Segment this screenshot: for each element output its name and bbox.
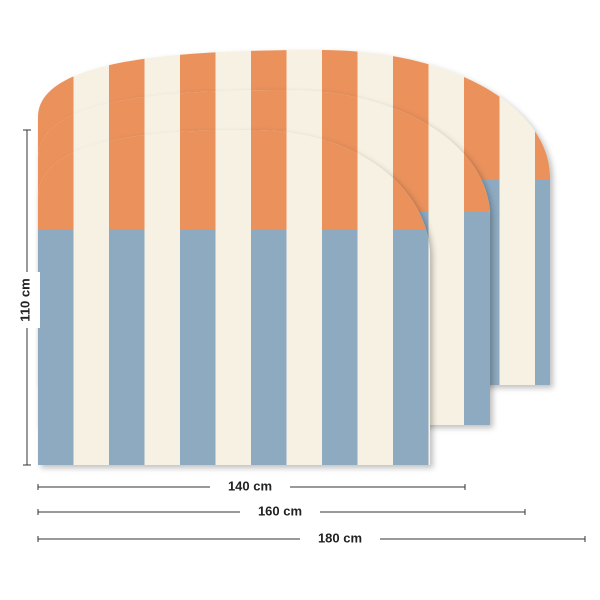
stripe-blue: [38, 230, 74, 465]
label-bg: [14, 272, 40, 328]
stripe-blue: [109, 230, 145, 465]
stripe-blue: [251, 230, 287, 465]
stripe-blue: [322, 230, 358, 465]
stripe-orange: [251, 130, 287, 230]
label-bg: [240, 503, 320, 521]
stripe-blue: [464, 212, 490, 425]
stripe-blue: [393, 230, 429, 465]
stripe-blue: [180, 230, 216, 465]
label-bg: [300, 530, 380, 548]
stripe-orange: [180, 130, 216, 230]
width-label: 180 cm: [318, 530, 362, 545]
stripe-orange: [535, 50, 550, 180]
width-label: 160 cm: [258, 503, 302, 518]
panel-base: [38, 130, 430, 465]
width-dimensions: 140 cm 160 cm 180 cm: [37, 478, 586, 548]
panels: [38, 50, 550, 465]
height-label: 110 cm: [17, 278, 32, 321]
width-label: 140 cm: [228, 478, 272, 493]
stripe-orange: [464, 50, 500, 180]
panel: [38, 130, 430, 465]
stripe-blue: [535, 180, 550, 385]
stripe-orange: [109, 130, 145, 230]
label-bg: [210, 478, 290, 496]
